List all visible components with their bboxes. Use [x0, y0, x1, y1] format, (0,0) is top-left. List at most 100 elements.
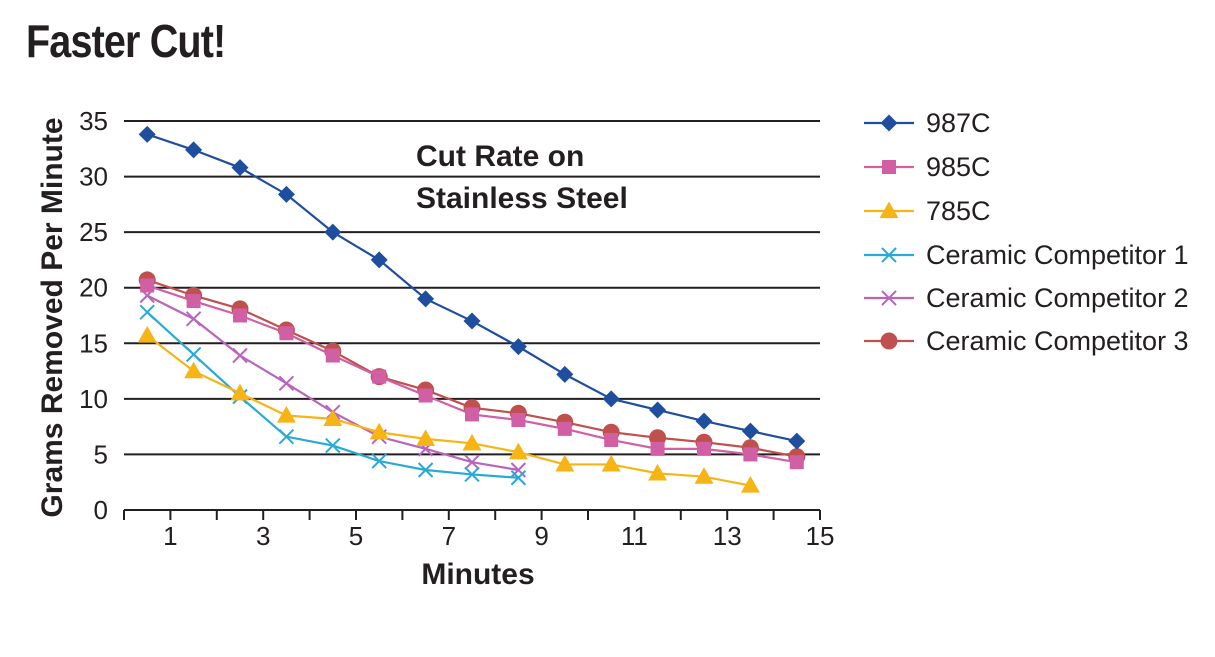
- x-tick-label-5: 5: [349, 521, 363, 551]
- point-ceramic-competitor-1-1-stroke-b: [185, 346, 202, 363]
- point-987c-8: [509, 338, 527, 356]
- point-ceramic-competitor-2-7: [464, 454, 480, 470]
- x-tick-label-3: 3: [256, 521, 270, 551]
- x-tick-label-1: 1: [163, 521, 177, 551]
- point-ceramic-competitor-2-3: [278, 375, 295, 392]
- point-785c-11: [648, 463, 668, 481]
- legend-marker-987c: [880, 114, 898, 132]
- point-ceramic-competitor-2-1-stroke-b: [185, 311, 202, 327]
- point-785c-9: [555, 454, 575, 472]
- point-ceramic-competitor-1-6: [417, 462, 434, 478]
- point-ceramic-competitor-1-5: [371, 453, 387, 469]
- point-ceramic-competitor-2-2: [232, 347, 248, 364]
- point-987c-5: [370, 251, 388, 269]
- y-tick-label-25: 25: [79, 217, 108, 247]
- legend-label-ceramic-competitor-2: Ceramic Competitor 2: [926, 283, 1189, 313]
- point-ceramic-competitor-1-7: [464, 466, 480, 483]
- point-987c-10: [602, 390, 620, 408]
- y-tick-label-20: 20: [79, 273, 108, 303]
- legend-marker-785c: [879, 201, 899, 219]
- legend-label-785c: 785C: [926, 196, 991, 226]
- series-987c: [138, 125, 806, 450]
- point-987c-7: [463, 312, 481, 330]
- legend-label-ceramic-competitor-1: Ceramic Competitor 1: [926, 240, 1189, 270]
- point-ceramic-competitor-1-0-stroke-b: [139, 304, 155, 320]
- point-785c-1: [184, 361, 204, 379]
- point-987c-2: [231, 159, 249, 177]
- point-985c-9: [557, 421, 572, 436]
- y-tick-label-30: 30: [79, 162, 108, 192]
- x-tick-label-9: 9: [534, 521, 548, 551]
- page-title: Faster Cut!: [26, 15, 226, 67]
- point-ceramic-competitor-1-8: [510, 470, 527, 486]
- point-785c-8: [508, 442, 528, 460]
- point-985c-4: [325, 348, 340, 363]
- legend-label-985c: 985C: [926, 152, 991, 182]
- legend-marker-ceramic-competitor-3: [880, 332, 898, 350]
- point-987c-3: [277, 185, 295, 203]
- point-785c-5: [369, 422, 389, 440]
- x-tick-label-11: 11: [621, 521, 648, 551]
- point-987c-14: [788, 432, 806, 450]
- point-ceramic-competitor-1-4-stroke-b: [325, 437, 341, 454]
- point-ceramic-competitor-2-2-stroke-b: [232, 347, 248, 364]
- legend: 987C 985C 785C Ceramic Competitor 1 Ceramic …: [864, 108, 1189, 356]
- point-985c-10: [604, 432, 619, 447]
- point-985c-5: [372, 369, 387, 384]
- series-ceramic-competitor-1: [139, 304, 527, 486]
- legend-item-985c: 985C: [864, 152, 991, 182]
- legend-marker-ceramic-competitor-1: [881, 247, 897, 263]
- y-tick-label-35: 35: [79, 106, 108, 136]
- y-tick-label-0: 0: [94, 495, 108, 525]
- legend-marker-ceramic-competitor-2-stroke-b: [881, 290, 897, 306]
- point-ceramic-competitor-1-0: [139, 304, 155, 320]
- point-785c-10: [601, 454, 621, 472]
- chart-title-line-2: Stainless Steel: [416, 182, 628, 215]
- series-line-ceramic-competitor-2: [146, 294, 519, 472]
- point-985c-7: [465, 407, 479, 422]
- point-985c-2: [233, 308, 247, 323]
- point-987c-11: [649, 401, 667, 419]
- point-ceramic-competitor-1-8-stroke-b: [510, 470, 527, 486]
- point-ceramic-competitor-1-3: [278, 428, 295, 445]
- chart-title-line-1: Cut Rate on: [416, 140, 584, 173]
- point-ceramic-competitor-1-4: [325, 437, 341, 454]
- legend-item-ceramic-competitor-2: Ceramic Competitor 2: [864, 283, 1189, 313]
- point-987c-0: [138, 125, 156, 143]
- point-ceramic-competitor-2-7-stroke-b: [464, 454, 480, 470]
- legend-label-ceramic-competitor-3: Ceramic Competitor 3: [926, 326, 1189, 356]
- point-ceramic-competitor-1-7-stroke-b: [464, 466, 480, 483]
- legend-marker-985c: [882, 160, 896, 174]
- y-tick-label-15: 15: [79, 328, 108, 358]
- point-ceramic-competitor-2-8: [510, 462, 527, 478]
- point-ceramic-competitor-1-3-stroke-b: [278, 428, 295, 445]
- point-785c-2: [230, 383, 250, 401]
- point-985c-14: [789, 455, 804, 470]
- point-785c-3: [276, 406, 296, 423]
- x-tick-label-13: 13: [713, 521, 742, 551]
- point-ceramic-competitor-1-6-stroke-b: [417, 462, 434, 478]
- point-785c-13: [740, 476, 760, 493]
- point-985c-0: [140, 278, 155, 293]
- legend-marker-ceramic-competitor-1-stroke-b: [881, 247, 897, 263]
- legend-item-987c: 987C: [864, 108, 991, 138]
- y-tick-label-5: 5: [94, 439, 108, 469]
- legend-label-987c: 987C: [926, 108, 991, 138]
- point-987c-1: [185, 141, 203, 159]
- point-987c-13: [741, 422, 759, 440]
- point-985c-13: [743, 447, 758, 462]
- point-ceramic-competitor-2-8-stroke-b: [510, 462, 527, 478]
- point-985c-3: [279, 326, 294, 341]
- point-985c-6: [418, 388, 433, 403]
- series-line-785c: [146, 334, 751, 487]
- point-785c-0: [137, 326, 157, 343]
- point-ceramic-competitor-1-5-stroke-b: [371, 453, 387, 469]
- point-ceramic-competitor-2-3-stroke-b: [278, 375, 295, 392]
- point-785c-12: [694, 467, 714, 484]
- point-785c-6: [416, 429, 436, 446]
- series-layer: [137, 125, 806, 493]
- series-line-ceramic-competitor-1: [146, 311, 519, 479]
- x-tick-label-15: 15: [806, 521, 835, 551]
